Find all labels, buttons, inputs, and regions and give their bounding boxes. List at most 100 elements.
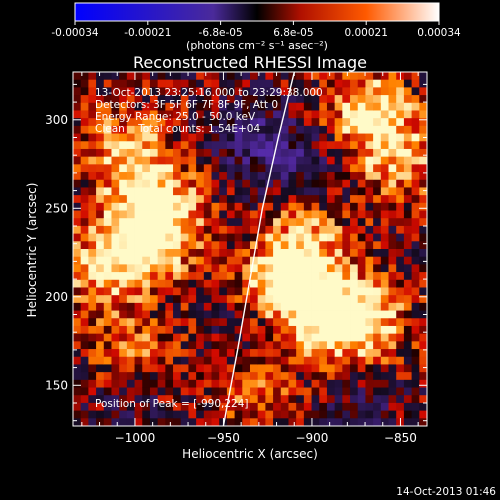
- heatmap-cell: [419, 79, 427, 88]
- heatmap-cell: [319, 387, 328, 396]
- heatmap-cell: [342, 102, 351, 111]
- heatmap-cell: [280, 333, 289, 342]
- heatmap-cell: [119, 310, 128, 319]
- heatmap-cell: [380, 418, 389, 426]
- heatmap-cell: [250, 387, 259, 396]
- heatmap-cell: [265, 118, 274, 127]
- heatmap-cell: [73, 295, 82, 304]
- heatmap-cell: [173, 110, 182, 119]
- heatmap-cell: [265, 402, 274, 412]
- heatmap-cell: [149, 318, 159, 327]
- heatmap-cell: [157, 87, 166, 96]
- heatmap-cell: [234, 125, 243, 134]
- heatmap-cell: [80, 187, 89, 196]
- heatmap-cell: [80, 241, 89, 250]
- heatmap-cell: [96, 102, 105, 111]
- heatmap-cell: [134, 164, 143, 173]
- heatmap-cell: [211, 195, 220, 204]
- heatmap-cell: [157, 295, 166, 304]
- heatmap-cell: [365, 110, 374, 119]
- heatmap-cell: [203, 333, 212, 342]
- heatmap-cell: [134, 341, 143, 350]
- heatmap-cell: [350, 287, 359, 296]
- heatmap-cell: [250, 410, 259, 419]
- heatmap-cell: [326, 418, 336, 426]
- heatmap-cell: [211, 395, 220, 404]
- heatmap-cell: [157, 387, 166, 396]
- heatmap-cell: [350, 402, 359, 412]
- heatmap-cell: [226, 72, 236, 81]
- heatmap-cell: [303, 87, 312, 96]
- heatmap-cell: [311, 264, 320, 273]
- heatmap-cell: [80, 418, 89, 426]
- heatmap-cell: [73, 356, 82, 365]
- heatmap-cell: [119, 287, 128, 296]
- heatmap-cell: [403, 241, 413, 250]
- heatmap-cell: [80, 295, 89, 304]
- heatmap-cell: [265, 302, 274, 311]
- heatmap-cell: [311, 72, 320, 81]
- heatmap-cell: [257, 187, 266, 196]
- heatmap-cell: [203, 410, 212, 419]
- heatmap-cell: [196, 210, 205, 219]
- heatmap-cell: [419, 325, 427, 335]
- heatmap-cell: [380, 395, 389, 404]
- heatmap-cell: [342, 141, 351, 150]
- heatmap-cell: [380, 387, 389, 396]
- heatmap-cell: [280, 310, 289, 319]
- heatmap-cell: [257, 372, 266, 381]
- heatmap-cell: [142, 195, 151, 204]
- heatmap-cell: [126, 287, 135, 296]
- heatmap-cell: [234, 325, 243, 335]
- heatmap-cell: [296, 141, 305, 150]
- heatmap-cell: [73, 110, 82, 119]
- heatmap-cell: [73, 79, 82, 88]
- heatmap-cell: [288, 195, 297, 204]
- heatmap-cell: [250, 310, 259, 319]
- heatmap-cell: [365, 187, 374, 196]
- heatmap-cell: [257, 310, 266, 319]
- heatmap-cell: [134, 233, 143, 242]
- heatmap-cell: [126, 187, 135, 196]
- heatmap-cell: [103, 110, 112, 119]
- heatmap-cell: [326, 210, 336, 219]
- colorbar-tick-label: -0.00034: [51, 27, 99, 39]
- heatmap-cell: [119, 172, 128, 181]
- heatmap-cell: [365, 372, 374, 381]
- heatmap-cell: [396, 349, 405, 358]
- heatmap-cell: [319, 87, 328, 96]
- heatmap-cell: [80, 102, 89, 111]
- heatmap-cell: [196, 233, 205, 242]
- heatmap-cell: [134, 241, 143, 250]
- heatmap-cell: [350, 272, 359, 281]
- heatmap-cell: [180, 302, 189, 311]
- heatmap-cell: [219, 325, 228, 335]
- heatmap-cell: [226, 318, 236, 327]
- heatmap-cell: [419, 395, 427, 404]
- heatmap-cell: [373, 156, 382, 165]
- heatmap-cell: [365, 279, 374, 288]
- heatmap-cell: [411, 133, 420, 142]
- heatmap-cell: [234, 202, 243, 211]
- heatmap-cell: [157, 279, 166, 288]
- heatmap-cell: [273, 125, 282, 134]
- heatmap-cell: [134, 172, 143, 181]
- heatmap-cell: [119, 79, 128, 88]
- heatmap-cell: [403, 410, 413, 419]
- heatmap-cell: [373, 387, 382, 396]
- heatmap-cell: [111, 387, 120, 396]
- heatmap-cell: [88, 410, 97, 419]
- heatmap-cell: [350, 141, 359, 150]
- heatmap-cell: [326, 87, 336, 96]
- heatmap-cell: [149, 295, 159, 304]
- heatmap-cell: [303, 356, 312, 365]
- heatmap-cell: [211, 87, 220, 96]
- heatmap-cell: [180, 387, 189, 396]
- heatmap-cell: [411, 225, 420, 235]
- heatmap-cell: [288, 156, 297, 165]
- heatmap-cell: [142, 172, 151, 181]
- heatmap-cell: [242, 125, 251, 134]
- heatmap-cell: [219, 364, 228, 373]
- heatmap-cell: [203, 379, 212, 388]
- heatmap-cell: [257, 156, 266, 165]
